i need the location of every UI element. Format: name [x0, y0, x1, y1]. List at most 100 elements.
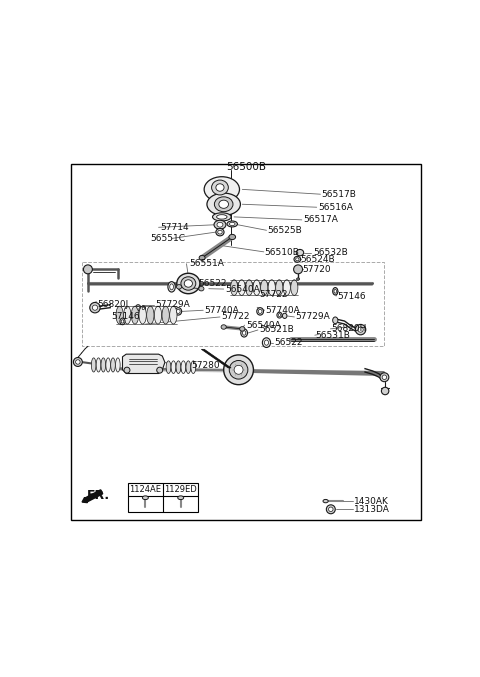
Ellipse shape — [170, 306, 177, 324]
Ellipse shape — [268, 280, 276, 295]
Ellipse shape — [177, 274, 200, 294]
Circle shape — [157, 367, 163, 373]
Ellipse shape — [296, 258, 299, 261]
Text: 56521B: 56521B — [259, 326, 294, 334]
Text: 57722: 57722 — [221, 313, 250, 322]
Ellipse shape — [294, 257, 300, 262]
Text: 1124AE: 1124AE — [130, 485, 161, 494]
Ellipse shape — [186, 361, 191, 374]
Ellipse shape — [323, 500, 328, 503]
Ellipse shape — [212, 180, 228, 195]
Ellipse shape — [216, 215, 227, 219]
Text: 56540A: 56540A — [246, 321, 281, 330]
Text: 56820H: 56820H — [332, 324, 367, 333]
Circle shape — [92, 305, 97, 310]
Ellipse shape — [227, 221, 238, 227]
Text: 57740A: 57740A — [204, 306, 239, 315]
Text: 56820J: 56820J — [97, 300, 129, 309]
Ellipse shape — [261, 280, 268, 295]
Ellipse shape — [207, 193, 240, 215]
Circle shape — [382, 375, 386, 379]
Ellipse shape — [121, 320, 124, 323]
Ellipse shape — [155, 306, 162, 324]
Ellipse shape — [277, 312, 282, 318]
Text: 56516A: 56516A — [318, 202, 353, 212]
Ellipse shape — [229, 222, 235, 225]
Polygon shape — [122, 354, 165, 374]
Ellipse shape — [116, 358, 120, 372]
Ellipse shape — [91, 358, 96, 372]
Ellipse shape — [296, 249, 304, 256]
Ellipse shape — [257, 307, 264, 315]
Ellipse shape — [221, 325, 226, 329]
Ellipse shape — [283, 280, 290, 295]
Text: 56551C: 56551C — [151, 234, 186, 243]
Ellipse shape — [230, 280, 238, 295]
Text: 56500B: 56500B — [226, 162, 266, 172]
Ellipse shape — [333, 288, 338, 295]
Ellipse shape — [137, 306, 139, 309]
Ellipse shape — [191, 361, 196, 374]
Ellipse shape — [204, 177, 240, 202]
Ellipse shape — [258, 309, 262, 313]
Ellipse shape — [141, 306, 145, 311]
Text: 56517B: 56517B — [322, 190, 356, 199]
Ellipse shape — [135, 305, 141, 311]
Ellipse shape — [175, 307, 181, 315]
Ellipse shape — [101, 358, 106, 372]
Ellipse shape — [229, 234, 236, 240]
Ellipse shape — [166, 361, 171, 374]
Text: 56531B: 56531B — [315, 330, 350, 340]
Circle shape — [358, 327, 363, 332]
Text: 57720: 57720 — [302, 265, 331, 274]
Ellipse shape — [216, 183, 224, 191]
Text: 56510B: 56510B — [264, 248, 300, 257]
Ellipse shape — [120, 318, 125, 325]
Text: 57722: 57722 — [259, 290, 288, 299]
Ellipse shape — [263, 338, 271, 347]
Text: 57280: 57280 — [191, 361, 219, 370]
Ellipse shape — [142, 307, 144, 309]
Ellipse shape — [170, 284, 173, 290]
Circle shape — [224, 355, 253, 385]
Text: 56532B: 56532B — [313, 248, 348, 257]
Text: 57729A: 57729A — [296, 313, 330, 322]
Ellipse shape — [143, 496, 148, 500]
Ellipse shape — [238, 280, 245, 295]
Ellipse shape — [334, 290, 336, 293]
Ellipse shape — [181, 361, 186, 374]
Circle shape — [234, 366, 243, 374]
Circle shape — [294, 265, 302, 274]
Ellipse shape — [111, 358, 115, 372]
Ellipse shape — [282, 313, 287, 318]
Ellipse shape — [219, 200, 228, 209]
Circle shape — [229, 360, 248, 379]
Circle shape — [124, 367, 130, 373]
Text: 57729A: 57729A — [155, 300, 190, 309]
Circle shape — [380, 373, 389, 382]
Ellipse shape — [199, 286, 204, 291]
Ellipse shape — [216, 228, 224, 236]
Text: 56540A: 56540A — [225, 284, 260, 294]
Text: 57714: 57714 — [160, 223, 189, 232]
Circle shape — [326, 505, 335, 514]
Text: 57740A: 57740A — [265, 306, 300, 315]
Text: 56522: 56522 — [275, 338, 303, 347]
Ellipse shape — [297, 278, 300, 280]
Ellipse shape — [177, 284, 181, 289]
Ellipse shape — [214, 220, 226, 230]
Ellipse shape — [116, 306, 123, 324]
Ellipse shape — [184, 280, 192, 287]
Ellipse shape — [241, 329, 248, 337]
Ellipse shape — [242, 331, 246, 335]
FancyArrow shape — [82, 490, 103, 502]
Text: 56524B: 56524B — [300, 255, 336, 264]
Text: 56522: 56522 — [198, 279, 227, 288]
Ellipse shape — [246, 280, 253, 295]
Text: 57146: 57146 — [111, 312, 140, 321]
Circle shape — [84, 265, 92, 274]
Ellipse shape — [276, 280, 283, 295]
Ellipse shape — [218, 230, 222, 234]
Ellipse shape — [139, 306, 146, 324]
Ellipse shape — [96, 358, 101, 372]
